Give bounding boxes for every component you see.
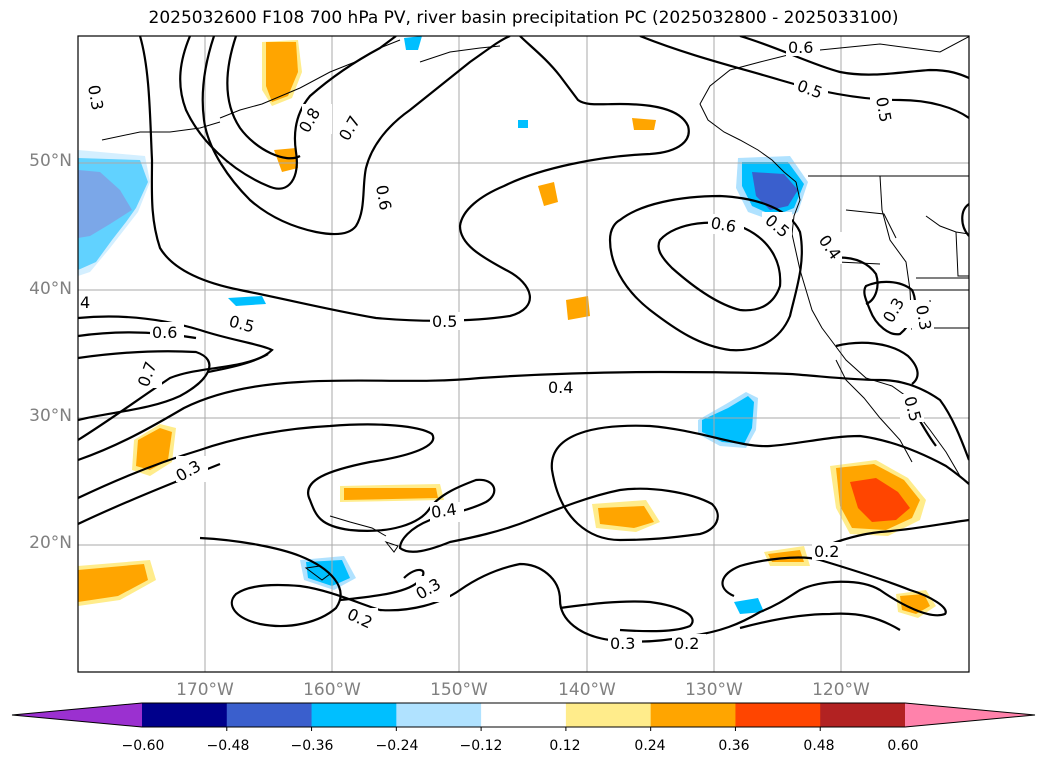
contour-labels: 0.3 0.8 0.7 0.6 0.6 0.5 0.5 0.6 0.5 0.4 …	[78, 38, 935, 653]
contour-label: 0.6	[709, 213, 737, 236]
colorbar-segment	[481, 703, 567, 727]
contour-label: 0.3	[610, 634, 635, 653]
lon-label: 150°W	[430, 680, 488, 700]
colorbar-tick-label: −0.36	[290, 738, 334, 754]
map-gridlines	[78, 36, 969, 672]
colorbar-segment	[650, 703, 736, 727]
colorbar	[11, 702, 1036, 731]
lon-label: 130°W	[685, 680, 743, 700]
contour-label: 0.6	[788, 38, 813, 57]
colorbar-segment	[226, 703, 313, 727]
contour-label: 0.2	[674, 634, 699, 653]
precipitation-shading	[78, 36, 936, 618]
contour-label: 0.4	[430, 500, 458, 522]
contour-label: 0.3	[912, 303, 935, 331]
lon-label: 120°W	[812, 680, 870, 700]
lon-label: 140°W	[558, 680, 616, 700]
colorbar-segment	[735, 703, 821, 727]
colorbar-tick-label: −0.12	[459, 738, 503, 754]
colorbar-tick-label: −0.24	[375, 738, 419, 754]
colorbar-segment	[396, 703, 482, 727]
colorbar-tick-label: 0.36	[718, 738, 750, 754]
contour-label: 0.5	[432, 312, 457, 331]
contour-label: 0.6	[152, 323, 177, 342]
contour-label: 0.3	[84, 83, 107, 111]
contour-label: 0.2	[814, 542, 839, 561]
colorbar-tick-label: 0.24	[634, 738, 666, 754]
lon-label: 160°W	[303, 680, 361, 700]
colorbar-tick-label: 0.12	[549, 738, 581, 754]
colorbar-tick-label: 0.48	[803, 738, 835, 754]
lat-label: 40°N	[29, 279, 72, 299]
contour-label: 0.4	[548, 378, 573, 397]
colorbar-tick-label: −0.48	[206, 738, 250, 754]
colorbar-segment	[311, 703, 397, 727]
colorbar-tick-label: −0.60	[121, 738, 165, 754]
colorbar-extend-max	[905, 703, 1035, 727]
contour-label: 0.6	[372, 183, 395, 211]
lon-label: 170°W	[176, 680, 234, 700]
plot-frame	[77, 35, 970, 673]
map-title: 2025032600 F108 700 hPa PV, river basin …	[148, 8, 899, 28]
contour-label: 0.5	[872, 95, 895, 123]
lat-label: 50°N	[29, 151, 72, 171]
colorbar-segment	[142, 703, 228, 727]
lat-label: 30°N	[29, 406, 72, 426]
colorbar-tick-label: 0.60	[887, 738, 919, 754]
colorbar-extend-min	[12, 703, 142, 727]
colorbar-segment	[820, 703, 906, 727]
colorbar-outline	[11, 702, 1036, 728]
lat-label: 20°N	[29, 533, 72, 553]
colorbar-segment	[565, 703, 652, 727]
map-plot-area: 0.3 0.8 0.7 0.6 0.6 0.5 0.5 0.6 0.5 0.4 …	[78, 36, 969, 672]
contour-label: 4	[80, 293, 90, 312]
